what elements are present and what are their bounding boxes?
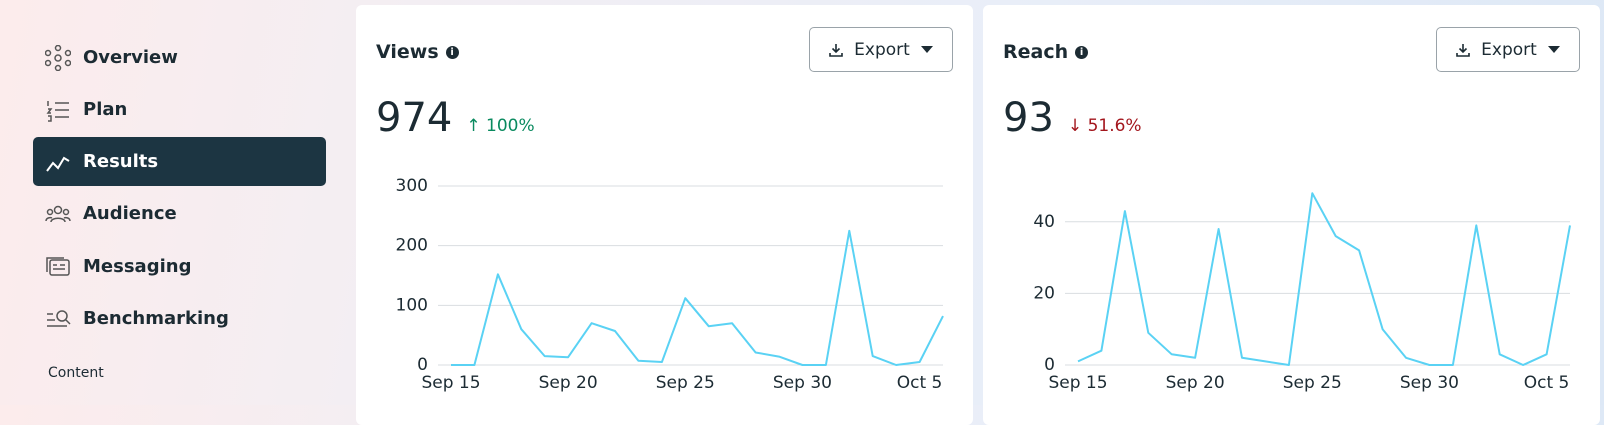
- change-text: 51.6%: [1087, 116, 1142, 136]
- y-tick-label: 300: [396, 176, 428, 196]
- x-tick-label: Sep 15: [421, 373, 480, 393]
- nav-label: Messaging: [83, 256, 192, 277]
- y-tick-label: 100: [396, 295, 428, 315]
- nav-label: Benchmarking: [83, 308, 229, 329]
- line-series: [1077, 192, 1571, 366]
- x-tick-label: Sep 25: [656, 373, 715, 393]
- export-button[interactable]: Export: [1436, 27, 1580, 72]
- button-label: Export: [854, 39, 910, 60]
- kpi: 93 ↓ 51.6%: [1003, 95, 1142, 141]
- kpi-change: ↓ 51.6%: [1067, 116, 1142, 136]
- x-tick-label: Sep 20: [1166, 373, 1225, 393]
- card-title: Views i: [376, 41, 459, 63]
- button-label: Export: [1481, 39, 1537, 60]
- y-tick-label: 40: [1033, 212, 1055, 232]
- x-tick-label: Oct 5: [897, 373, 943, 393]
- kpi-change: ↑ 100%: [466, 116, 535, 136]
- x-tick-label: Oct 5: [1524, 373, 1570, 393]
- x-tick-label: Sep 20: [539, 373, 598, 393]
- section-label: Content: [48, 365, 104, 381]
- nav-item[interactable]: Benchmarking: [33, 294, 326, 343]
- y-tick-label: 0: [417, 355, 428, 375]
- title-text: Reach: [1003, 41, 1069, 63]
- x-tick-label: Sep 30: [1400, 373, 1459, 393]
- nav-label: Results: [83, 151, 159, 172]
- y-tick-label: 0: [1044, 355, 1055, 375]
- change-text: 100%: [486, 116, 535, 136]
- kpi-value: 93: [1003, 95, 1054, 141]
- line-chart: 0 20 40 Sep 15 Sep 20 Sep 25 Sep 30 Oct 5: [1033, 192, 1571, 393]
- nav-item[interactable]: Messaging: [33, 242, 326, 291]
- line-chart: 0 100 200 300 Sep 15 Sep 20 Sep 25 Sep 30 Oct 5: [396, 176, 944, 393]
- nav-label: Overview: [83, 47, 178, 68]
- x-tick-label: Sep 30: [773, 373, 832, 393]
- line-series: [451, 229, 944, 366]
- chart-card: Reach i Export 93 ↓ 51.6% 0 20 40 Sep 15 Sep 2…: [983, 5, 1600, 425]
- y-tick-label: 200: [396, 236, 428, 256]
- title-text: Views: [376, 41, 439, 63]
- nav-label: Audience: [83, 203, 177, 224]
- nav-item[interactable]: Results: [33, 137, 326, 186]
- info-icon[interactable]: i: [1075, 45, 1089, 59]
- y-tick-label: 20: [1033, 283, 1055, 303]
- nav-item[interactable]: Audience: [33, 189, 326, 238]
- chart-card: Views i Export 974 ↑ 100% 0 100 200 300 Sep 15…: [356, 5, 973, 425]
- kpi: 974 ↑ 100%: [376, 95, 535, 141]
- nav-item[interactable]: Plan: [33, 85, 326, 134]
- info-icon[interactable]: i: [445, 45, 459, 59]
- nav-label: Plan: [83, 99, 128, 120]
- card-title: Reach i: [1003, 41, 1089, 63]
- kpi-value: 974: [376, 95, 453, 141]
- nav-item[interactable]: Overview: [33, 33, 326, 82]
- export-button[interactable]: Export: [809, 27, 953, 72]
- page: Overview Plan Results Audience Messaging…: [0, 0, 1604, 405]
- x-tick-label: Sep 15: [1048, 373, 1107, 393]
- x-tick-label: Sep 25: [1283, 373, 1342, 393]
